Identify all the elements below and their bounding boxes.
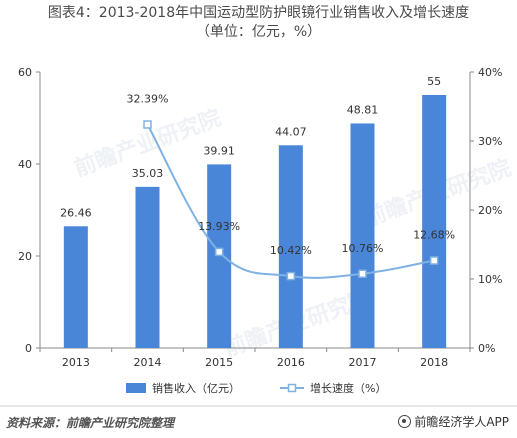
legend-line-label: 增长速度（%） (310, 381, 386, 395)
y-right-tick-label: 10% (478, 273, 502, 286)
bar (278, 145, 303, 348)
line-value-label: 10.76% (342, 242, 384, 255)
y-left-tick-label: 40 (18, 158, 32, 171)
bar-value-label: 44.07 (275, 125, 307, 138)
y-left-tick-label: 60 (18, 66, 32, 79)
bar-value-label: 48.81 (347, 103, 379, 116)
legend-line-marker (287, 383, 297, 393)
chart-title: 图表4：2013-2018年中国运动型防护眼镜行业销售收入及增长速度 （单位：亿… (0, 4, 517, 42)
x-tick-label: 2018 (420, 356, 448, 369)
x-tick-label: 2017 (349, 356, 377, 369)
y-left-tick-label: 20 (18, 250, 32, 263)
line-point (358, 269, 367, 279)
line-point (429, 256, 439, 265)
line-value-label: 12.68% (413, 229, 455, 242)
title-line-1: 图表4：2013-2018年中国运动型防护眼镜行业销售收入及增长速度 (47, 5, 470, 21)
brand-text: 前瞻经济学人APP (414, 415, 509, 429)
growth-line (146, 124, 435, 279)
brand: 前瞻经济学人APP (398, 413, 509, 430)
bar (350, 123, 375, 348)
line-point (143, 120, 152, 129)
line-point (214, 247, 224, 257)
source-note: 资料来源：前瞻产业研究院整理 (6, 416, 175, 430)
line-value-label: 32.39% (127, 93, 169, 106)
y-right-tick-label: 40% (478, 66, 502, 79)
qianzhan-logo-icon (398, 415, 412, 428)
bar-value-label: 55 (427, 75, 441, 88)
legend-bar-swatch (126, 383, 146, 393)
line-point (286, 271, 296, 281)
bar-value-label: 35.03 (132, 167, 164, 180)
bar (422, 95, 447, 348)
y-right-tick-label: 30% (478, 135, 502, 148)
x-tick-label: 2014 (134, 356, 162, 369)
line-value-label: 10.42% (270, 244, 312, 257)
y-right-tick-label: 0% (478, 342, 495, 355)
bar-value-label: 39.91 (203, 144, 235, 157)
bar (135, 186, 160, 348)
x-tick-label: 2015 (205, 356, 233, 369)
title-line-2: （单位：亿元，%） (195, 24, 322, 40)
bar-value-label: 26.46 (60, 206, 92, 219)
legend-bar-label: 销售收入（亿元） (152, 381, 240, 395)
bar (207, 164, 232, 348)
y-right-tick-label: 20% (478, 204, 502, 217)
x-tick-label: 2013 (62, 356, 90, 369)
x-tick-label: 2016 (277, 356, 305, 369)
bar (63, 226, 88, 348)
line-value-label: 13.93% (198, 220, 240, 233)
y-left-tick-label: 0 (25, 342, 32, 355)
